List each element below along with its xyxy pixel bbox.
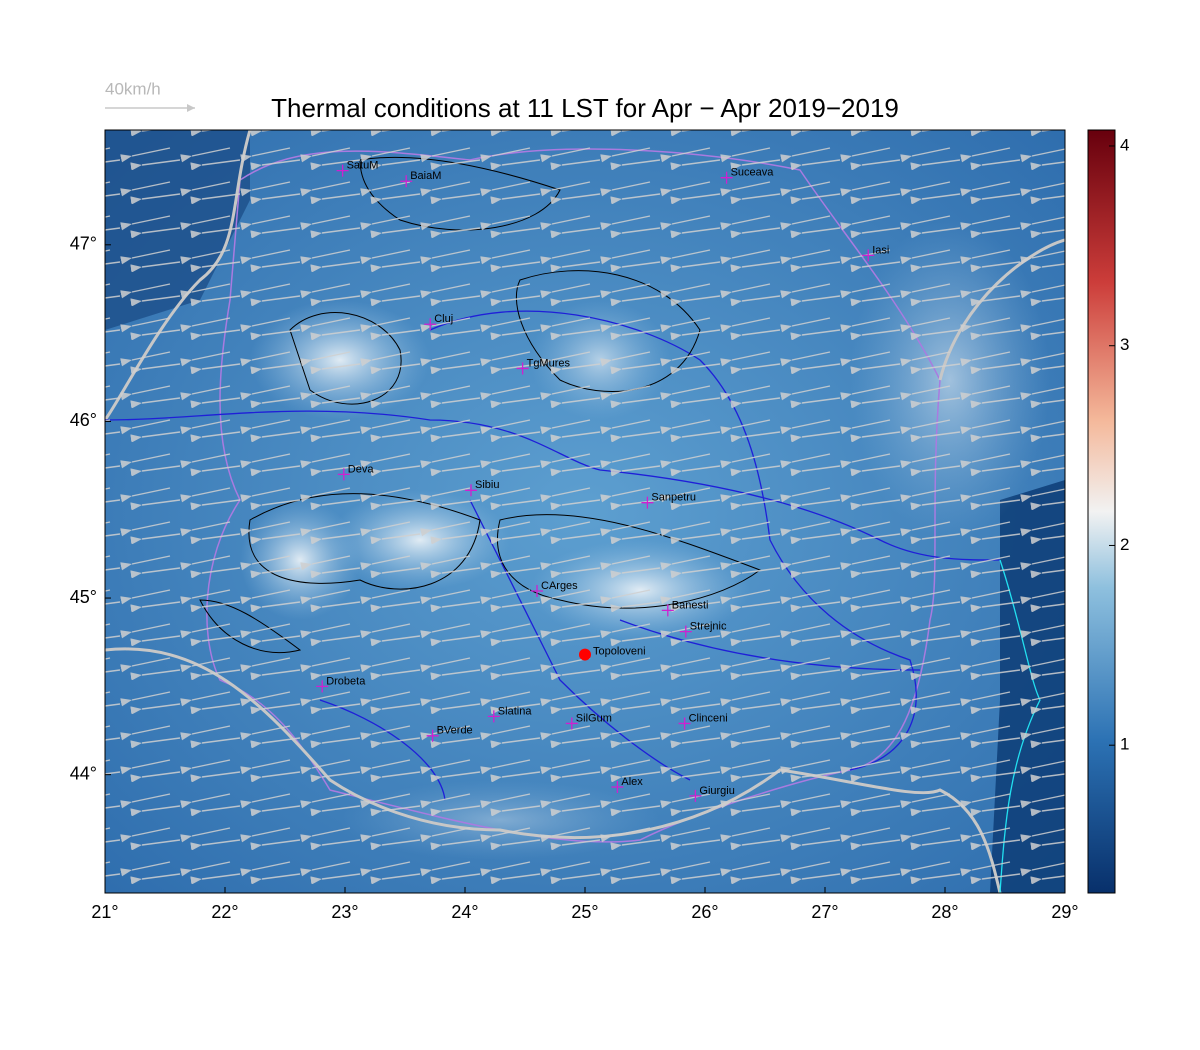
wind-legend: 40km/h [105,79,161,98]
city-label: BaiaM [410,170,441,182]
y-tick-label: 47° [70,234,97,254]
city-marker [400,175,413,188]
city-label: Sibiu [475,479,499,491]
city-marker [426,729,439,742]
x-tick-label: 28° [931,902,958,922]
city-label: CArges [541,580,578,592]
city-marker [516,362,529,375]
colorbar-tick-label: 4 [1120,135,1129,154]
city-marker [465,484,477,497]
city-label: Slatina [498,705,533,717]
site-label: Topoloveni [593,645,646,657]
title: Thermal conditions at 11 LST for Apr − A… [271,93,899,123]
city-label: Cluj [434,313,453,325]
city-marker [337,468,350,481]
city-marker [661,604,674,617]
y-tick-label: 45° [70,587,97,607]
x-tick-label: 26° [691,902,718,922]
y-tick-label: 44° [70,763,97,783]
city-label: Giurgiu [699,785,734,797]
city-marker [424,318,437,331]
city-label: Deva [348,463,375,475]
city-marker [678,717,691,730]
city-label: Sanpetru [651,492,696,504]
city-marker [720,171,733,184]
city-marker [611,781,624,794]
colorbar-tick-label: 3 [1120,335,1129,354]
city-label: SatuM [347,160,379,172]
city-marker [679,625,692,638]
city-label: TgMures [527,357,571,369]
city-marker [316,680,329,693]
x-tick-label: 29° [1051,902,1078,922]
x-tick-label: 24° [451,902,478,922]
city-label: Drobeta [326,675,366,687]
wind-field [105,130,1065,893]
x-tick-label: 21° [91,902,118,922]
map-area [105,130,1065,893]
city-label: Alex [621,776,643,788]
city-marker [565,717,578,730]
wind-legend-arrowhead [187,104,195,112]
city-label: Suceava [731,167,775,179]
city-marker [487,710,500,723]
x-tick-label: 23° [331,902,358,922]
city-label: SilGum [576,712,612,724]
city-label: Banesti [672,599,709,611]
city-marker [531,584,543,597]
city-marker [689,789,702,802]
site-marker [579,648,591,661]
city-marker [862,249,875,262]
city-label: Iasi [872,244,889,256]
city-label: Clinceni [689,712,728,724]
colorbar-tick-label: 2 [1120,535,1129,554]
city-label: Strejnic [690,621,727,633]
city-marker [336,164,349,177]
x-tick-label: 22° [211,902,238,922]
city-marker [641,496,654,509]
y-tick-label: 46° [70,410,97,430]
colorbar-tick-label: 1 [1120,735,1129,754]
colorbar [1087,129,1116,894]
x-tick-label: 27° [811,902,838,922]
city-label: BVerde [437,725,473,737]
x-tick-label: 25° [571,902,598,922]
